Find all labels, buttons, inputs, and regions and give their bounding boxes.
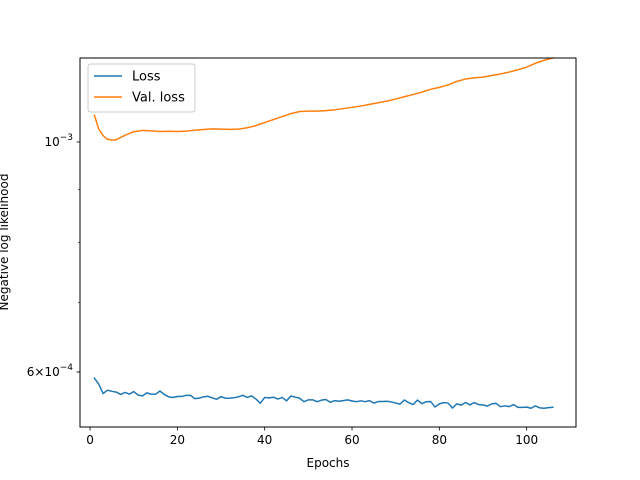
x-axis-label: Epochs <box>307 456 350 470</box>
x-tick-label: 40 <box>257 433 272 447</box>
x-tick-label: 0 <box>86 433 94 447</box>
legend-label-loss: Loss <box>132 70 161 85</box>
x-axis-ticks: 0 20 40 60 80 100 <box>86 427 538 447</box>
y-axis-label: Negative log likelihood <box>0 174 11 311</box>
series-line-val-loss <box>93 57 554 141</box>
series-lines <box>93 57 554 409</box>
series-line-loss <box>93 377 554 409</box>
x-tick-label: 80 <box>432 433 447 447</box>
legend-label-val-loss: Val. loss <box>132 91 185 106</box>
x-tick-label: 60 <box>344 433 359 447</box>
legend: Loss Val. loss <box>87 63 196 113</box>
y-tick-label: 10−3 <box>44 133 73 149</box>
y-axis-ticks: 6×10−4 10−3 <box>27 133 80 379</box>
x-tick-label: 20 <box>170 433 185 447</box>
x-tick-label: 100 <box>515 433 538 447</box>
y-tick-label: 6×10−4 <box>27 363 74 379</box>
